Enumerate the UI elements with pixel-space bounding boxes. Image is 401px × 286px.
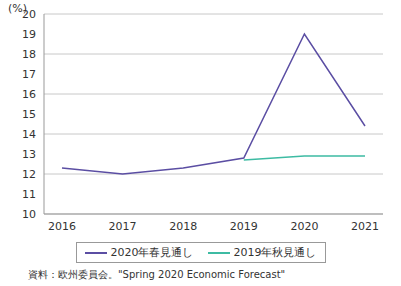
html-text:2020年春見通し: 2020年春見通し [110,246,194,259]
svg-text:2019: 2019 [230,220,258,233]
svg-text:17: 17 [22,68,36,81]
html-text:資料：欧州委員会。"Spring 2020 Economic: 資料：欧州委員会。"Spring 2020 Economic Forecast" [28,269,286,280]
svg-text:12: 12 [22,168,36,181]
svg-text:2016: 2016 [48,220,76,233]
svg-text:11: 11 [22,188,36,201]
svg-text:13: 13 [22,148,36,161]
html-text:2019年秋見通し: 2019年秋見通し [233,246,317,259]
svg-text:16: 16 [22,88,36,101]
svg-text:2018: 2018 [169,220,197,233]
svg-text:15: 15 [22,108,36,121]
svg-text:20: 20 [22,8,36,21]
svg-text:19: 19 [22,28,36,41]
svg-text:10: 10 [22,208,36,221]
svg-text:14: 14 [22,128,36,141]
svg-text:2020: 2020 [290,220,318,233]
svg-text:18: 18 [22,48,36,61]
svg-text:2017: 2017 [109,220,137,233]
svg-text:2021: 2021 [351,220,379,233]
